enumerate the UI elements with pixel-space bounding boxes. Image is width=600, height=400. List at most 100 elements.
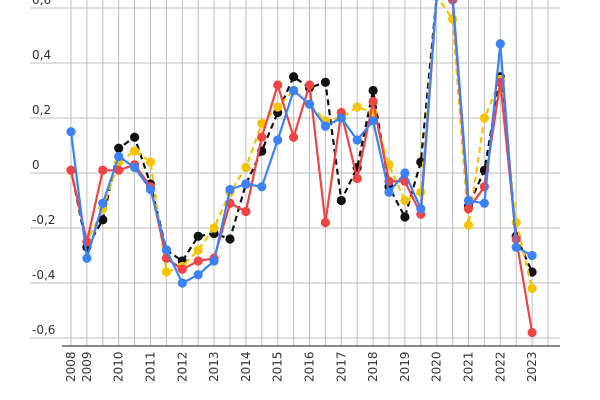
- series-layer: [66, 0, 537, 338]
- data-point: [114, 151, 124, 162]
- data-point: [479, 182, 489, 192]
- x-tick-label: 2022: [493, 351, 507, 382]
- data-point: [336, 195, 346, 206]
- data-point: [434, 0, 439, 1]
- grid-layer: [30, 0, 560, 347]
- data-point: [384, 187, 394, 197]
- data-point: [209, 223, 219, 233]
- data-point: [450, 0, 455, 1]
- data-point: [130, 162, 140, 173]
- x-tick-label: 2015: [271, 351, 285, 382]
- data-point: [527, 283, 537, 294]
- x-tick-label: 2023: [525, 351, 539, 382]
- data-point: [193, 270, 203, 280]
- x-tick-label: 2020: [430, 351, 444, 382]
- data-point: [511, 242, 521, 252]
- x-tick-label: 2010: [112, 351, 126, 382]
- data-point: [273, 80, 283, 90]
- data-point: [289, 85, 299, 96]
- data-point: [193, 256, 203, 266]
- data-point: [336, 113, 346, 123]
- data-point: [463, 220, 474, 230]
- data-point: [66, 127, 76, 137]
- x-tick-label: 2008: [64, 351, 78, 382]
- x-tick-label: 2014: [239, 351, 253, 382]
- y-tick-label: -0,6: [32, 323, 55, 337]
- data-point: [368, 96, 378, 107]
- data-point: [320, 77, 330, 87]
- data-point: [145, 184, 156, 195]
- data-point: [527, 327, 537, 338]
- data-point: [66, 165, 76, 175]
- data-point: [177, 264, 187, 274]
- x-tick-label: 2019: [398, 351, 412, 382]
- data-point: [273, 102, 283, 112]
- data-point: [209, 256, 219, 266]
- data-point: [400, 168, 410, 178]
- x-tick-label: 2012: [175, 351, 189, 382]
- data-point: [257, 118, 267, 129]
- data-point: [130, 132, 140, 142]
- data-point: [98, 215, 108, 225]
- data-point: [463, 204, 474, 214]
- series-line: [69, 0, 533, 285]
- data-point: [352, 173, 362, 184]
- data-point: [400, 195, 410, 206]
- y-tick-label: 0,2: [32, 103, 51, 117]
- x-tick-label: 2017: [334, 351, 348, 382]
- data-point: [289, 132, 299, 142]
- data-point: [193, 231, 203, 241]
- data-point: [225, 184, 235, 195]
- x-tick-label: 2013: [207, 351, 221, 382]
- data-point: [193, 245, 203, 255]
- data-point: [161, 245, 171, 255]
- data-point: [400, 212, 410, 222]
- data-point: [304, 99, 315, 109]
- data-point: [273, 135, 283, 145]
- data-point: [304, 80, 315, 90]
- data-point: [320, 217, 330, 228]
- y-tick-label: -0,2: [32, 213, 55, 227]
- x-tick-label: 2011: [144, 351, 158, 382]
- data-point: [114, 143, 124, 153]
- data-point: [241, 206, 251, 217]
- series-4: [66, 0, 537, 288]
- y-tick-label: 0: [32, 158, 40, 172]
- x-tick-label: 2021: [462, 351, 476, 382]
- data-point: [130, 146, 140, 156]
- data-point: [352, 135, 362, 145]
- data-point: [98, 198, 108, 208]
- data-point: [225, 234, 235, 244]
- series-1: [66, 0, 537, 277]
- data-point: [241, 179, 251, 189]
- data-point: [352, 102, 362, 112]
- data-point: [114, 165, 124, 175]
- y-axis-labels: 0,6 0,4 0,2 0 -0,2 -0,4 -0,6: [32, 0, 55, 337]
- x-tick-label: 2009: [80, 351, 94, 382]
- data-point: [416, 204, 426, 214]
- x-tick-label: 2018: [366, 351, 380, 382]
- data-point: [495, 39, 505, 49]
- data-point: [257, 182, 267, 192]
- y-tick-label: 0,4: [32, 48, 51, 62]
- data-point: [479, 113, 489, 123]
- y-tick-label: 0,6: [32, 0, 51, 7]
- data-point: [463, 195, 474, 206]
- data-point: [257, 132, 267, 142]
- data-point: [448, 14, 458, 24]
- x-tick-label: 2016: [303, 351, 317, 382]
- y-tick-label: -0,4: [32, 268, 55, 282]
- data-point: [161, 267, 171, 277]
- data-point: [98, 165, 108, 175]
- data-point: [177, 278, 187, 288]
- x-axis-labels: 2008 2009 2010 2011 2012 2013 2014 2015 2016 2017…: [64, 351, 539, 382]
- data-point: [241, 162, 251, 173]
- data-point: [368, 116, 378, 126]
- data-point: [320, 121, 330, 131]
- data-point: [479, 198, 489, 208]
- data-point: [145, 157, 156, 167]
- data-point: [82, 253, 92, 263]
- data-point: [289, 72, 299, 82]
- data-point: [368, 85, 378, 96]
